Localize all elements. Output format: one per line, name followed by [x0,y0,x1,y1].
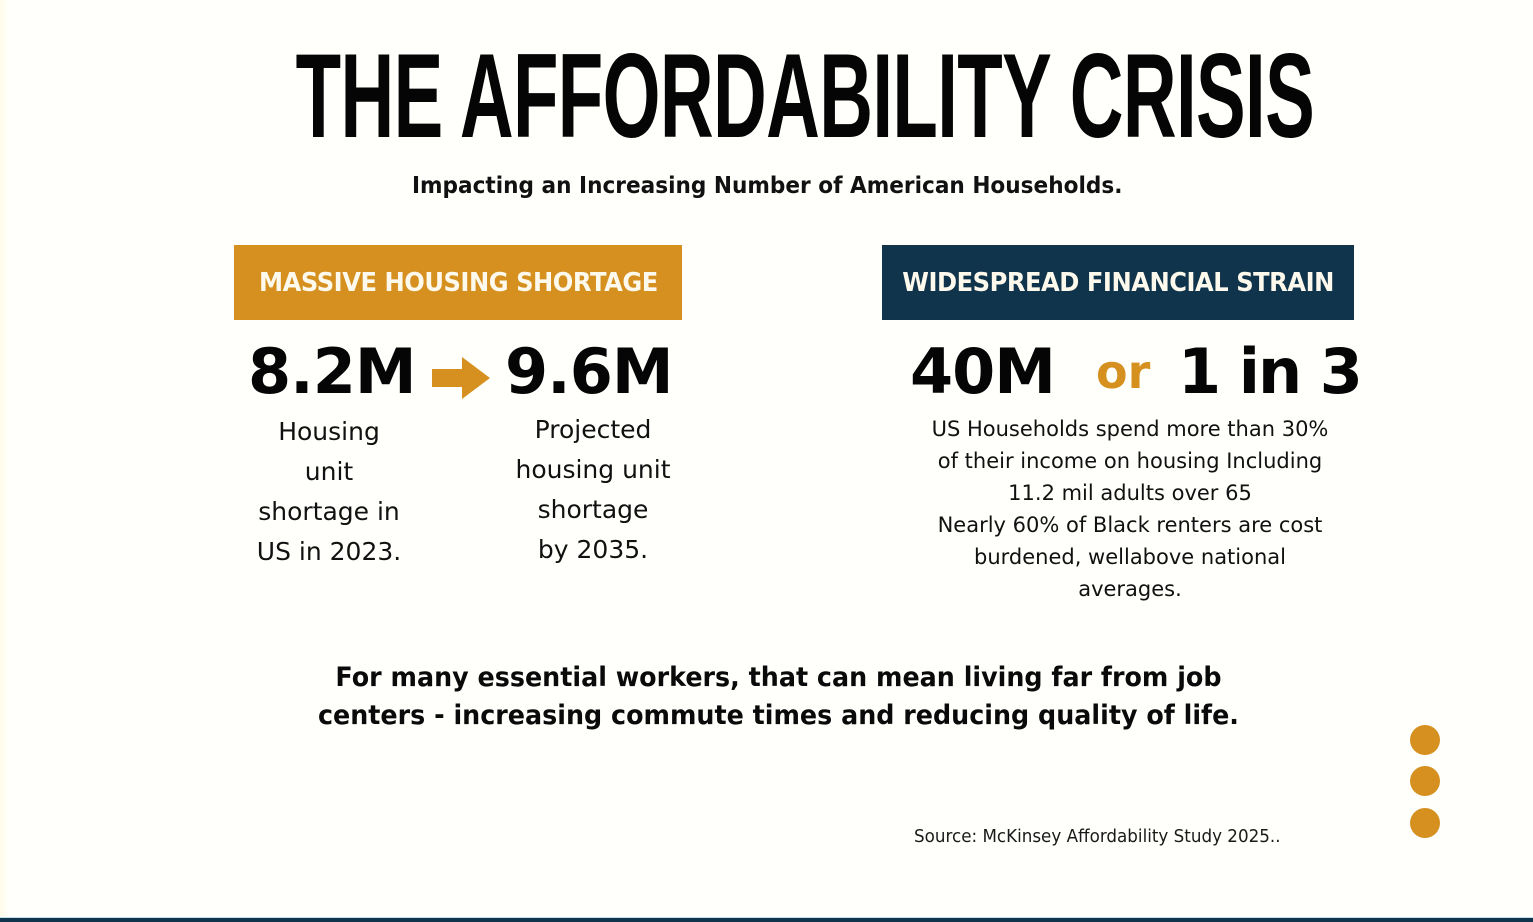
shortage-2023-description: Housing unit shortage in US in 2023. [256,417,402,566]
arrow-right-icon [432,357,490,399]
stat-connector-or: or [1096,345,1151,399]
financial-strain-header: WIDESPREAD FINANCIAL STRAIN [882,245,1354,320]
arrow-right-shape [432,357,490,399]
page-subtitle: Impacting an Increasing Number of Americ… [411,173,1123,199]
housing-shortage-header-label: MASSIVE HOUSING SHORTAGE [258,267,658,298]
stat-households-count: 40M [910,335,1056,408]
stat-households-ratio: 1 in 3 [1178,335,1363,408]
page-title: THE AFFORDABILITY CRISIS [295,29,1315,163]
stat-shortage-2035: 9.6M [505,335,674,408]
dot-1 [1410,725,1440,755]
dot-3 [1410,808,1440,838]
source-citation: Source: McKinsey Affordability Study 202… [914,826,1281,847]
dot-2 [1410,766,1440,796]
housing-shortage-header: MASSIVE HOUSING SHORTAGE [234,245,682,320]
bottom-border-bar [0,917,1533,922]
left-edge-tint [0,0,10,918]
financial-strain-header-label: WIDESPREAD FINANCIAL STRAIN [902,267,1334,298]
financial-strain-description: US Households spend more than 30% of the… [931,417,1329,601]
shortage-2035-description: Projected housing unit shortage by 2035. [515,415,671,564]
stat-shortage-2023: 8.2M [248,335,417,408]
tagline: For many essential workers, that can mea… [317,662,1239,731]
